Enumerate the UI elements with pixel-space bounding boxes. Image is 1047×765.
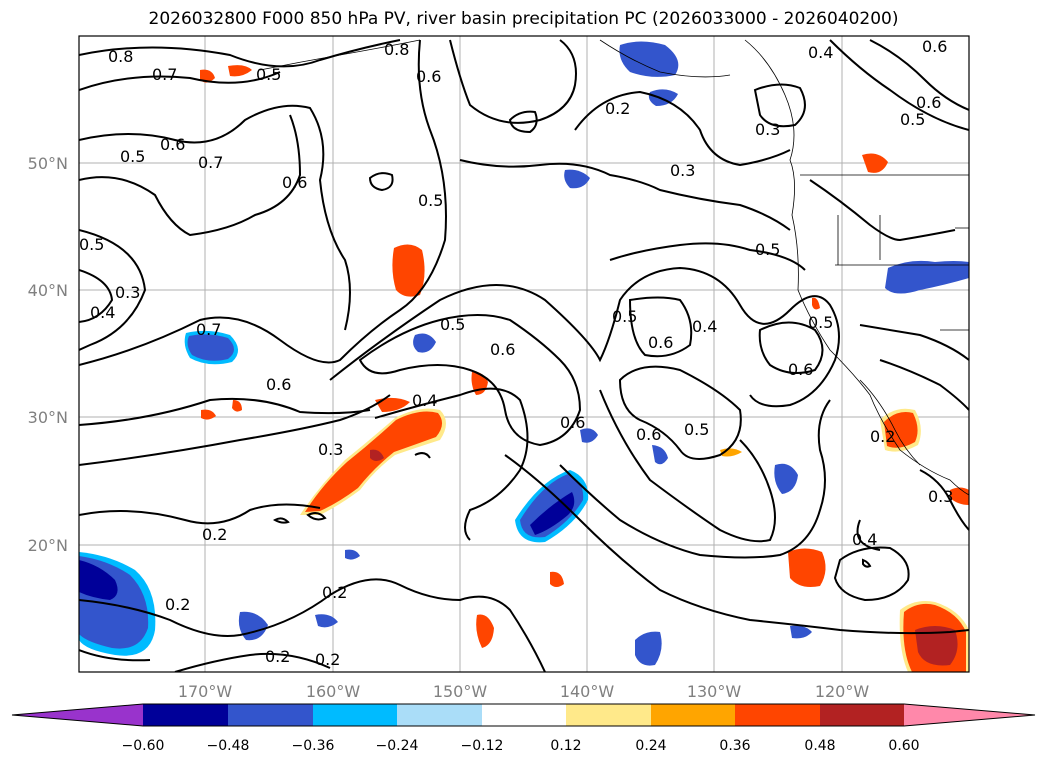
colorbar-tick-label: 0.48 <box>804 738 835 754</box>
coastlines <box>259 39 969 496</box>
contour-label: 0.6 <box>160 135 185 154</box>
colorbar-outline <box>11 703 1036 727</box>
colorbar-tick-label: 0.24 <box>635 738 666 754</box>
colorbar-tick-label: −0.60 <box>122 738 165 754</box>
precip-shading <box>79 41 969 672</box>
contour-label: 0.7 <box>198 153 223 172</box>
contour-label: 0.6 <box>282 173 307 192</box>
contour-labels: 0.8 0.7 0.5 0.8 0.6 0.5 0.6 0.7 0.6 0.5 … <box>79 37 953 669</box>
colorbar-tick-label: −0.24 <box>376 738 419 754</box>
contour-label: 0.6 <box>922 37 947 56</box>
contour-label: 0.2 <box>165 595 190 614</box>
contour-label: 0.2 <box>202 525 227 544</box>
contour-label: 0.5 <box>684 420 709 439</box>
colorbar-tick-label: −0.36 <box>292 738 335 754</box>
contour-label: 0.6 <box>560 413 585 432</box>
contour-label: 0.4 <box>412 391 437 410</box>
contour-label: 0.3 <box>670 161 695 180</box>
map-area: 0.8 0.7 0.5 0.8 0.6 0.5 0.6 0.7 0.6 0.5 … <box>79 36 969 672</box>
contour-label: 0.5 <box>256 65 281 84</box>
lat-label: 50°N <box>28 154 68 173</box>
map-frame <box>78 35 970 673</box>
colorbar-tick-label: 0.12 <box>550 738 581 754</box>
contour-label: 0.2 <box>870 427 895 446</box>
colorbar-segment <box>313 704 397 726</box>
contour-label: 0.8 <box>384 40 409 59</box>
colorbar-segment <box>397 704 482 726</box>
contour-label: 0.5 <box>612 307 637 326</box>
colorbar: −0.60 −0.48 −0.36 −0.24 −0.12 0.12 0.24 … <box>11 703 1036 754</box>
contour-label: 0.2 <box>605 99 630 118</box>
colorbar-extend-right <box>904 704 1035 726</box>
contour-label: 0.6 <box>266 375 291 394</box>
contour-label: 0.5 <box>808 313 833 332</box>
contour-label: 0.5 <box>755 240 780 259</box>
lon-label: 170°W <box>178 682 233 701</box>
contour-label: 0.6 <box>490 340 515 359</box>
contour-label: 0.5 <box>418 191 443 210</box>
contour-label: 0.3 <box>928 487 953 506</box>
contour-label: 0.4 <box>808 43 833 62</box>
contour-label: 0.6 <box>916 93 941 112</box>
contour-label: 0.7 <box>196 320 221 339</box>
colorbar-tick-label: 0.36 <box>719 738 750 754</box>
contour-label: 0.4 <box>852 530 877 549</box>
colorbar-tick-label: 0.60 <box>888 738 919 754</box>
pv-contours <box>79 39 969 672</box>
lon-label: 150°W <box>433 682 488 701</box>
colorbar-segment <box>735 704 820 726</box>
longitude-labels: 170°W 160°W 150°W 140°W 130°W 120°W <box>178 682 870 701</box>
colorbar-segment <box>143 704 228 726</box>
contour-label: 0.5 <box>120 147 145 166</box>
contour-label: 0.5 <box>900 110 925 129</box>
contour-label: 0.5 <box>79 235 104 254</box>
colorbar-tick-label: −0.48 <box>207 738 250 754</box>
contour-label: 0.8 <box>108 47 133 66</box>
contour-label: 0.3 <box>115 283 140 302</box>
latitude-labels: 50°N 40°N 30°N 20°N <box>28 154 68 555</box>
contour-label: 0.4 <box>90 303 115 322</box>
contour-label: 0.7 <box>152 65 177 84</box>
contour-label: 0.6 <box>416 67 441 86</box>
lon-label: 130°W <box>687 682 742 701</box>
lon-label: 120°W <box>815 682 870 701</box>
colorbar-segment <box>482 704 566 726</box>
colorbar-segment <box>566 704 651 726</box>
colorbar-segment <box>228 704 313 726</box>
contour-label: 0.3 <box>318 440 343 459</box>
contour-label: 0.6 <box>788 360 813 379</box>
contour-label: 0.2 <box>322 583 347 602</box>
contour-label: 0.3 <box>755 120 780 139</box>
lat-label: 30°N <box>28 408 68 427</box>
colorbar-segment <box>651 704 735 726</box>
lon-label: 140°W <box>560 682 615 701</box>
contour-label: 0.4 <box>692 317 717 336</box>
lat-label: 20°N <box>28 536 68 555</box>
colorbar-segment <box>820 704 904 726</box>
contour-label: 0.5 <box>440 315 465 334</box>
contour-label: 0.6 <box>636 425 661 444</box>
contour-label: 0.2 <box>315 650 340 669</box>
map-title: 2026032800 F000 850 hPa PV, river basin … <box>148 9 899 29</box>
colorbar-tick-label: −0.12 <box>461 738 504 754</box>
colorbar-extend-left <box>12 704 143 726</box>
lon-label: 160°W <box>306 682 361 701</box>
contour-label: 0.6 <box>648 333 673 352</box>
contour-label: 0.2 <box>265 647 290 666</box>
lat-label: 40°N <box>28 281 68 300</box>
